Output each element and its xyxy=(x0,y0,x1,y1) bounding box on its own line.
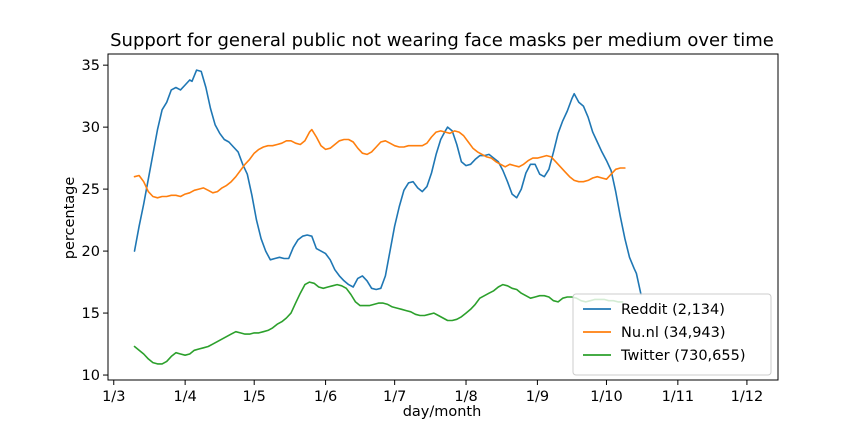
legend-label-2: Twitter (730,655) xyxy=(620,348,745,364)
x-axis-label: day/month xyxy=(403,404,482,420)
x-tick-label: 1/6 xyxy=(314,389,337,405)
series-line-0 xyxy=(133,69,642,296)
x-tick-label: 1/8 xyxy=(454,389,477,405)
legend-box xyxy=(572,293,772,376)
chart-title: Support for general public not wearing f… xyxy=(110,30,774,51)
x-tick-label: 1/10 xyxy=(590,389,623,405)
y-axis: 10 15 20 25 30 35 xyxy=(82,58,108,384)
x-tick-label: 1/3 xyxy=(102,389,125,405)
y-tick-label: 10 xyxy=(82,368,100,384)
legend-label-0: Reddit (2,134) xyxy=(621,302,725,318)
y-tick-label: 35 xyxy=(82,58,100,74)
y-tick-label: 15 xyxy=(82,306,100,322)
plot-frame xyxy=(107,53,779,381)
plot-area xyxy=(107,53,779,381)
legend-label-1: Nu.nl (34,943) xyxy=(621,325,726,341)
y-axis-label: percentage xyxy=(62,177,78,260)
y-tick-label: 20 xyxy=(82,244,100,260)
series-line-1 xyxy=(133,128,626,199)
x-axis: 1/3 1/4 1/5 1/6 1/7 1/8 1/9 1/10 1/11 1/12 xyxy=(102,380,763,405)
x-tick-label: 1/7 xyxy=(383,389,406,405)
legend-items: Reddit (2,134) Nu.nl (34,943) Twitter (730… xyxy=(583,302,745,364)
y-tick-label: 25 xyxy=(82,182,100,198)
series-line-2 xyxy=(133,281,624,365)
x-tick-label: 1/5 xyxy=(243,389,266,405)
y-tick-label: 30 xyxy=(82,120,100,136)
x-tick-label: 1/12 xyxy=(731,389,764,405)
series-layer xyxy=(133,69,642,365)
x-tick-label: 1/4 xyxy=(173,389,196,405)
legend: Reddit (2,134) Nu.nl (34,943) Twitter (730… xyxy=(572,293,772,376)
x-tick-label: 1/9 xyxy=(526,389,549,405)
x-tick-label: 1/11 xyxy=(662,389,695,405)
